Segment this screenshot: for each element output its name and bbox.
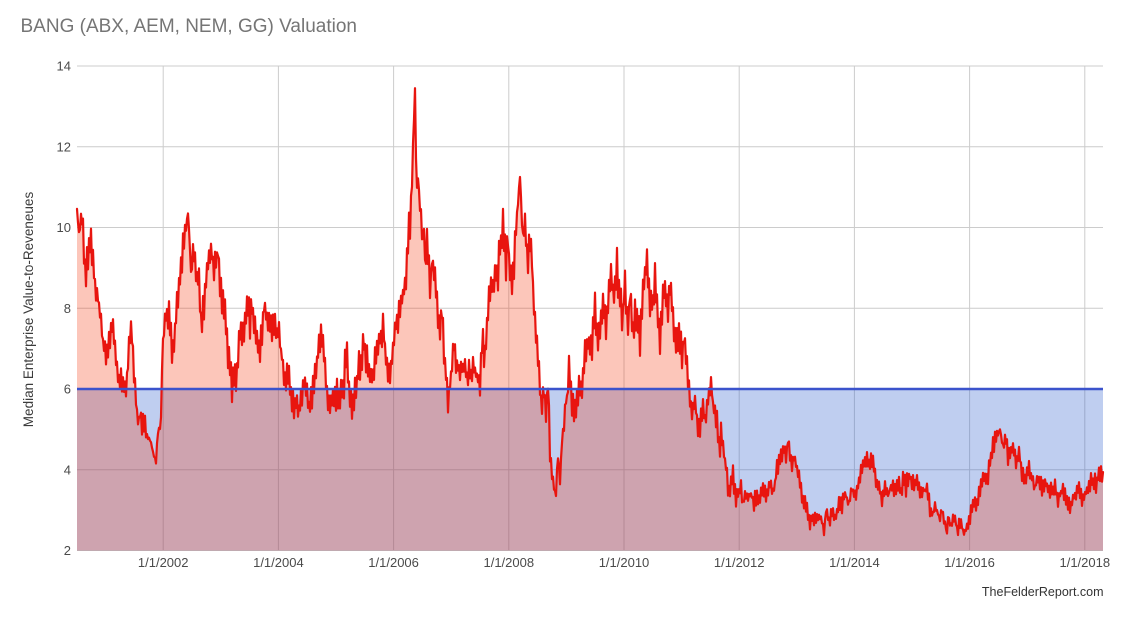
svg-text:1/1/2004: 1/1/2004	[253, 555, 304, 570]
svg-text:1/1/2018: 1/1/2018	[1059, 555, 1110, 570]
svg-text:1/1/2014: 1/1/2014	[829, 555, 880, 570]
svg-text:4: 4	[64, 462, 71, 477]
svg-text:1/1/2002: 1/1/2002	[138, 555, 189, 570]
svg-text:14: 14	[57, 59, 71, 74]
svg-text:1/1/2016: 1/1/2016	[944, 555, 995, 570]
svg-text:1/1/2012: 1/1/2012	[714, 555, 765, 570]
svg-text:6: 6	[64, 382, 71, 397]
svg-text:12: 12	[57, 139, 71, 154]
svg-text:1/1/2008: 1/1/2008	[483, 555, 534, 570]
svg-text:1/1/2010: 1/1/2010	[599, 555, 650, 570]
svg-text:10: 10	[57, 220, 71, 235]
svg-text:Median Enterprise Value-to-Rev: Median Enterprise Value-to-Reveneues	[21, 192, 36, 428]
svg-text:2: 2	[64, 543, 71, 558]
svg-text:8: 8	[64, 301, 71, 316]
svg-text:1/1/2006: 1/1/2006	[368, 555, 419, 570]
